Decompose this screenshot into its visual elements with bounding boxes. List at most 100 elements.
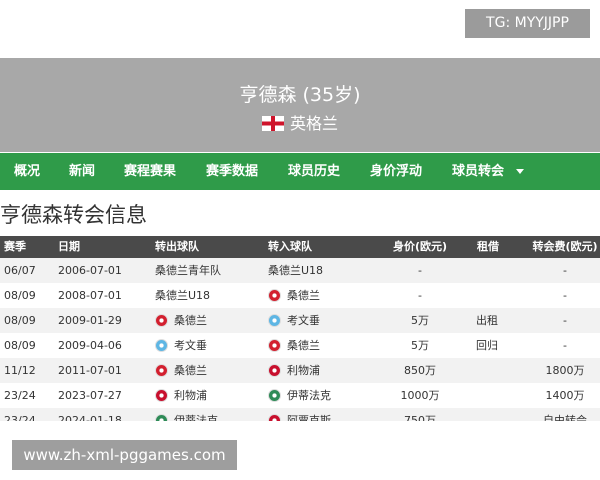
- table-cell: 桑德兰: [155, 358, 265, 383]
- table-cell: 自由转会: [530, 408, 600, 421]
- table-cell: 11/12: [4, 358, 54, 383]
- cell-text: 23/24: [4, 389, 36, 402]
- table-cell: 阿贾克斯: [268, 408, 378, 421]
- table-cell: 伊蒂法克: [268, 383, 378, 408]
- player-header: 亨德森 (35岁) 英格兰: [0, 58, 600, 152]
- table-row: 08/09 2009-01-29 桑德兰 考文垂 5万 出租 -: [0, 308, 600, 334]
- table-cell: -: [385, 258, 455, 283]
- nav-item[interactable]: 新闻: [69, 164, 96, 179]
- watermark: www.zh-xml-pggames.com: [12, 440, 237, 470]
- table-row: 06/07 2006-07-01 桑德兰青年队 桑德兰U18 - -: [0, 258, 600, 284]
- table-row: 11/12 2011-07-01 桑德兰 利物浦 850万 1800万: [0, 358, 600, 384]
- table-cell: 桑德兰: [268, 333, 378, 358]
- table-cell: 1400万: [530, 383, 600, 408]
- nav-item[interactable]: 赛季数据: [206, 164, 259, 179]
- column-header: 日期: [58, 240, 80, 253]
- cell-text: 1800万: [545, 364, 585, 377]
- table-cell: 06/07: [4, 258, 54, 283]
- cell-text: 自由转会: [543, 414, 587, 421]
- table-row: 08/09 2009-04-06 考文垂 桑德兰 5万 回归 -: [0, 333, 600, 359]
- cell-text: 考文垂: [287, 314, 320, 327]
- cell-text: -: [563, 289, 567, 302]
- cell-text: 考文垂: [174, 339, 207, 352]
- cell-text: 2009-04-06: [58, 339, 122, 352]
- cell-text: 利物浦: [174, 389, 207, 402]
- table-cell: 2006-07-01: [58, 258, 148, 283]
- table-cell: 2011-07-01: [58, 358, 148, 383]
- table-cell: 750万: [385, 408, 455, 421]
- table-cell: 1000万: [385, 383, 455, 408]
- cell-text: 利物浦: [287, 364, 320, 377]
- cell-text: -: [563, 339, 567, 352]
- club-icon: [268, 289, 281, 302]
- club-icon: [155, 389, 168, 402]
- country-row: 英格兰: [0, 110, 600, 134]
- cell-text: 08/09: [4, 339, 36, 352]
- cell-text: -: [418, 289, 422, 302]
- cell-text: 阿贾克斯: [287, 414, 331, 421]
- column-header: 赛季: [4, 240, 26, 253]
- club-icon: [268, 389, 281, 402]
- nav-item[interactable]: 赛程赛果: [124, 164, 177, 179]
- cell-text: 23/24: [4, 414, 36, 421]
- table-cell: 23/24: [4, 383, 54, 408]
- cell-text: 回归: [476, 339, 498, 352]
- transfer-table: 赛季 日期 转出球队 转入球队 身价(欧元) 租借 转会费(欧元) 06/07 2006-07…: [0, 236, 600, 421]
- cell-text: 5万: [411, 314, 429, 327]
- dropdown-caret[interactable]: [515, 168, 525, 176]
- cell-text: 2009-01-29: [58, 314, 122, 327]
- cell-text: 桑德兰: [287, 339, 320, 352]
- nav-item[interactable]: 概况: [14, 164, 41, 179]
- country: 英格兰: [289, 114, 338, 133]
- table-row: 08/09 2008-07-01 桑德兰U18 桑德兰 - -: [0, 283, 600, 309]
- cell-text: 桑德兰U18: [155, 289, 211, 302]
- cell-text: 出租: [476, 314, 498, 327]
- table-cell: -: [530, 333, 600, 358]
- cell-text: 2008-07-01: [58, 289, 122, 302]
- table-row: 23/24 2023-07-27 利物浦 伊蒂法克 1000万 1400万: [0, 383, 600, 409]
- column-header: 租借: [477, 240, 499, 253]
- cell-text: 750万: [404, 414, 436, 421]
- table-cell: 考文垂: [268, 308, 378, 333]
- cell-text: 08/09: [4, 289, 36, 302]
- nav-bar: 概况 新闻 赛程赛果 赛季数据 球员历史 身价浮动 球员转会: [0, 153, 600, 190]
- cell-text: -: [563, 314, 567, 327]
- cell-text: 2023-07-27: [58, 389, 122, 402]
- cell-text: 1000万: [400, 389, 440, 402]
- cell-text: 桑德兰U18: [268, 264, 324, 277]
- table-cell: 伊蒂法克: [155, 408, 265, 421]
- cell-text: 850万: [404, 364, 436, 377]
- cell-text: 2006-07-01: [58, 264, 122, 277]
- table-cell: 考文垂: [155, 333, 265, 358]
- table-cell: -: [385, 283, 455, 308]
- column-header: 转出球队: [155, 240, 199, 253]
- cell-text: 桑德兰: [174, 314, 207, 327]
- nav-item[interactable]: 身价浮动: [370, 164, 423, 179]
- table-cell: 回归: [462, 333, 512, 358]
- club-icon: [155, 314, 168, 327]
- table-cell: 23/24: [4, 408, 54, 421]
- cell-text: 08/09: [4, 314, 36, 327]
- cell-text: 伊蒂法克: [174, 414, 218, 421]
- club-icon: [155, 339, 168, 352]
- table-cell: 出租: [462, 308, 512, 333]
- table-row: 23/24 2024-01-18 伊蒂法克 阿贾克斯 750万 自由转会: [0, 408, 600, 421]
- table-cell: 2023-07-27: [58, 383, 148, 408]
- watermark: TG: MYYJJPP: [465, 9, 590, 38]
- page-title: 亨德森转会信息: [0, 203, 147, 227]
- table-cell: -: [530, 258, 600, 283]
- cell-text: -: [563, 264, 567, 277]
- cell-text: 11/12: [4, 364, 36, 377]
- table-cell: 08/09: [4, 283, 54, 308]
- table-cell: 2008-07-01: [58, 283, 148, 308]
- column-header: 身价(欧元): [392, 240, 448, 253]
- cell-text: 06/07: [4, 264, 36, 277]
- table-cell: 2024-01-18: [58, 408, 148, 421]
- nav-item[interactable]: 球员转会: [452, 164, 505, 179]
- table-cell: 2009-01-29: [58, 308, 148, 333]
- club-icon: [268, 314, 281, 327]
- table-cell: 5万: [385, 308, 455, 333]
- cell-text: 2011-07-01: [58, 364, 122, 377]
- nav-item[interactable]: 球员历史: [288, 164, 341, 179]
- club-icon: [268, 364, 281, 377]
